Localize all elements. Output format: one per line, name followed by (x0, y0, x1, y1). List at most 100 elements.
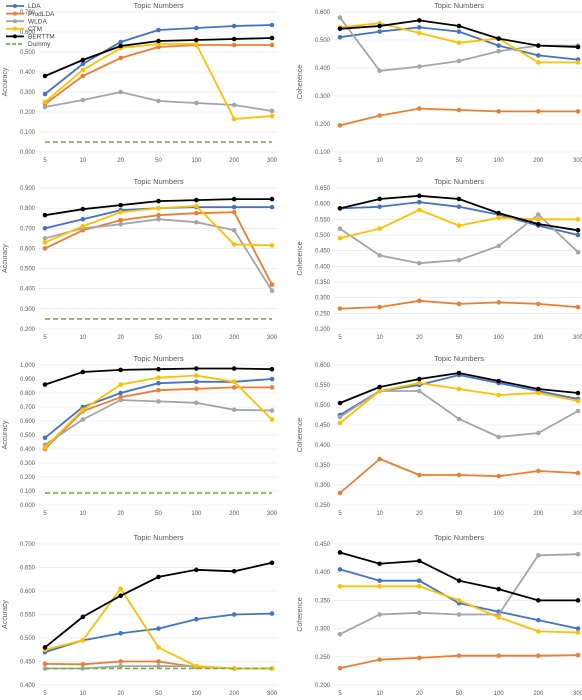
data-point (575, 109, 581, 114)
series-prodlda (42, 385, 275, 452)
data-point (337, 490, 343, 496)
y-tick-label: 0.400 (315, 443, 331, 449)
data-point (80, 662, 86, 667)
data-point (337, 567, 343, 572)
data-point (575, 652, 581, 658)
data-point (417, 584, 422, 589)
data-point (496, 434, 501, 440)
data-point (377, 23, 382, 29)
data-point (194, 100, 199, 106)
data-point (269, 196, 275, 202)
data-point (231, 204, 237, 210)
data-point (118, 217, 123, 223)
series-berttm (337, 18, 581, 50)
data-point (118, 39, 123, 45)
data-point (417, 207, 422, 213)
y-tick-label: 0.250 (315, 655, 331, 661)
data-point (194, 41, 199, 47)
data-point (269, 376, 275, 382)
data-point (156, 399, 161, 404)
data-point (377, 196, 382, 202)
series-line (339, 213, 579, 265)
x-tick-label: 10 (376, 335, 383, 341)
x-tick-label: 300 (573, 691, 582, 697)
x-tick-label: 200 (533, 511, 544, 517)
data-point (575, 408, 581, 414)
series-line (44, 386, 272, 450)
x-tick-label: 50 (155, 335, 162, 341)
data-point (194, 373, 199, 378)
data-point (496, 586, 501, 592)
series-line (339, 551, 578, 602)
data-point (231, 568, 237, 574)
y-tick-label: 0.500 (315, 403, 331, 409)
x-tick-label: 200 (229, 158, 240, 164)
data-point (377, 561, 382, 567)
x-tick-label: 50 (456, 691, 463, 697)
data-point (496, 300, 501, 305)
x-tick-label: 200 (533, 158, 544, 164)
legend-label: WLDA (28, 18, 47, 25)
chart-2: Topic Numbers 0.100 0.200 0.300 0.400 0.500 0.… (297, 1, 582, 164)
chart-title: Topic Numbers (133, 354, 183, 363)
data-point (42, 445, 48, 450)
data-point (536, 390, 541, 396)
data-point (80, 369, 86, 375)
data-point (377, 113, 382, 118)
data-point (377, 204, 382, 210)
x-tick-label: 200 (229, 691, 240, 697)
data-point (231, 228, 237, 233)
data-point (269, 611, 275, 616)
y-tick-label: 0.300 (20, 90, 36, 96)
legend-item-ctm: CTM (6, 26, 42, 33)
chart-title: Topic Numbers (133, 177, 183, 186)
series-berttm (42, 366, 275, 387)
data-point (536, 468, 541, 474)
data-point (536, 109, 541, 114)
data-point (575, 551, 581, 557)
legend-label: LDA (28, 3, 41, 10)
y-tick-label: 0.900 (20, 377, 36, 383)
x-tick-label: 300 (267, 691, 278, 697)
data-point (536, 60, 541, 65)
data-point (377, 304, 382, 310)
data-point (417, 106, 422, 111)
x-tick-label: 10 (79, 335, 86, 341)
data-point (417, 472, 422, 478)
data-point (456, 612, 462, 617)
series-prodlda (337, 456, 581, 496)
x-tick-label: 300 (573, 335, 582, 341)
y-tick-label: 0.550 (315, 217, 331, 223)
y-tick-label: 0.450 (20, 660, 36, 666)
y-tick-label: 0.800 (20, 391, 36, 397)
data-point (337, 420, 343, 426)
data-point (536, 617, 541, 623)
x-tick-label: 300 (573, 511, 582, 517)
data-point (194, 366, 199, 371)
legend-marker (13, 19, 17, 24)
data-point (269, 42, 275, 48)
y-tick-label: 0.600 (20, 589, 36, 595)
data-point (377, 388, 382, 394)
data-point (536, 430, 541, 436)
data-point (118, 659, 123, 664)
data-point (269, 204, 275, 210)
series-lda (337, 25, 581, 62)
data-point (156, 659, 161, 664)
x-tick-label: 50 (456, 511, 463, 517)
data-point (536, 301, 541, 307)
series-ctm (337, 584, 581, 635)
data-point (496, 653, 501, 658)
y-tick-label: 0.550 (315, 383, 331, 389)
y-tick-label: 0.450 (315, 423, 331, 429)
data-point (456, 598, 462, 603)
x-tick-label: 5 (338, 335, 342, 341)
data-point (231, 379, 237, 385)
chart-3: Topic Numbers 0.200 0.300 0.400 0.500 0.600 0.… (2, 177, 278, 341)
data-point (80, 223, 86, 229)
data-point (456, 386, 462, 392)
y-tick-label: 0.600 (20, 246, 36, 252)
data-point (231, 612, 237, 617)
data-point (118, 202, 123, 208)
data-point (575, 630, 581, 635)
